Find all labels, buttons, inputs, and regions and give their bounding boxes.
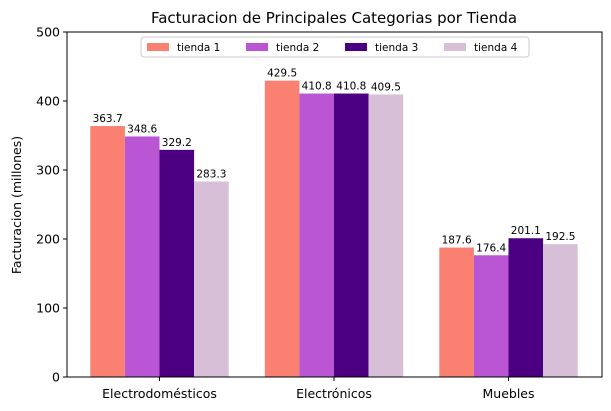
y-tick-label: 500 xyxy=(36,25,60,40)
y-tick-label: 0 xyxy=(52,370,60,385)
x-tick-label: Electrónicos xyxy=(296,386,372,401)
bar xyxy=(194,181,229,377)
plot-frame xyxy=(66,31,603,378)
x-axis: Electrodomésticos Electrónicos Muebles xyxy=(102,377,535,401)
bar xyxy=(368,94,404,377)
y-tick-label: 400 xyxy=(36,94,60,109)
x-tick-label: Electrodomésticos xyxy=(102,386,217,401)
y-axis: 0 100 200 300 400 500 xyxy=(36,25,67,385)
legend-swatch xyxy=(345,43,367,51)
bar-value-label: 429.5 xyxy=(267,68,297,80)
legend-box xyxy=(140,36,530,58)
bar-value-label: 363.7 xyxy=(93,113,123,125)
legend-label: tienda 3 xyxy=(375,42,418,54)
bar-value-label: 283.3 xyxy=(196,169,226,181)
legend: tienda 1 tienda 2 tienda 3 tienda 4 xyxy=(140,36,530,58)
legend-label: tienda 1 xyxy=(177,42,220,54)
bar-value-label: 410.8 xyxy=(302,81,332,93)
bar-value-label: 201.1 xyxy=(511,225,541,237)
bar xyxy=(159,149,195,377)
y-tick-label: 200 xyxy=(36,232,60,247)
bar xyxy=(90,126,125,377)
bar xyxy=(334,93,369,377)
bar xyxy=(264,80,300,378)
value-labels-group: 363.7 429.5 187.6 348.6 410.8 176.4 329.2 410.8… xyxy=(93,68,576,255)
bar-value-label: 187.6 xyxy=(442,235,472,247)
legend-swatch xyxy=(147,43,169,51)
bar xyxy=(508,238,544,377)
bar xyxy=(543,244,578,377)
bar-value-label: 348.6 xyxy=(127,123,157,135)
legend-swatch xyxy=(246,43,268,51)
bar xyxy=(299,93,334,377)
bar xyxy=(473,255,509,377)
bars-group xyxy=(90,80,578,378)
x-tick-label: Muebles xyxy=(482,386,534,401)
legend-label: tienda 2 xyxy=(276,42,319,54)
y-tick-label: 300 xyxy=(36,163,60,178)
bar-value-label: 192.5 xyxy=(545,231,575,243)
bar-value-label: 176.4 xyxy=(476,242,506,254)
bar-value-label: 410.8 xyxy=(336,81,366,93)
y-axis-label: Facturacion (millones) xyxy=(9,136,24,274)
bar xyxy=(439,247,474,377)
bar-value-label: 329.2 xyxy=(162,137,192,149)
bar-value-label: 409.5 xyxy=(371,81,401,93)
legend-swatch xyxy=(444,43,466,51)
legend-label: tienda 4 xyxy=(474,42,518,54)
bar xyxy=(124,136,160,377)
chart-title: Facturacion de Principales Categorias po… xyxy=(151,9,517,27)
y-tick-label: 100 xyxy=(36,301,60,316)
